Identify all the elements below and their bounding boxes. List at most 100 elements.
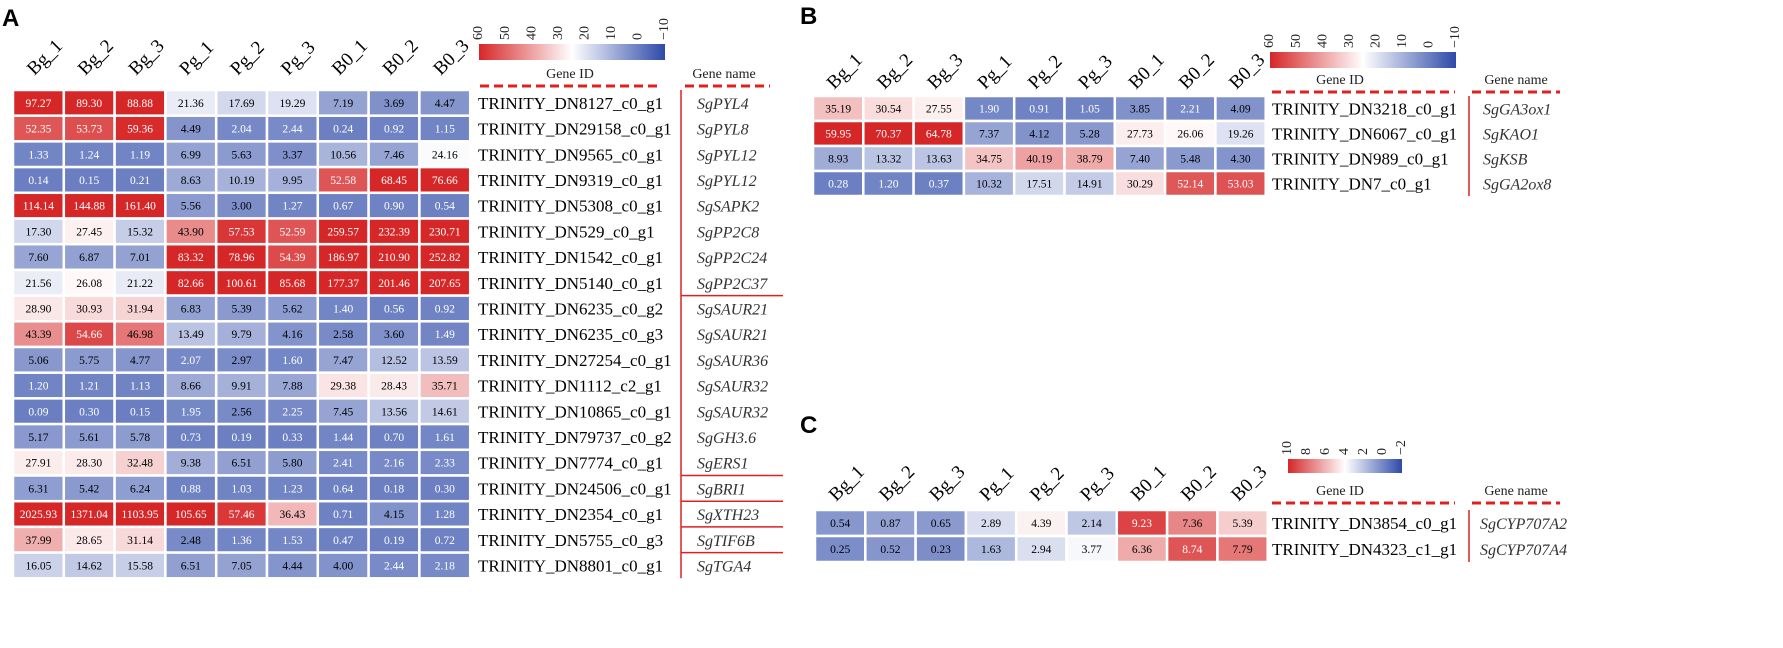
legend-tick: 20 (578, 26, 593, 40)
heatmap-cell (1063, 144, 1117, 173)
cell-value: 1.53 (282, 535, 302, 547)
column-label: Pg_3 (1076, 463, 1118, 505)
heatmap-cell (418, 320, 472, 349)
cell-value: 34.75 (976, 154, 1002, 166)
cell-value: 8.74 (1182, 544, 1202, 556)
cell-value: 4.44 (282, 560, 302, 572)
cell-value: 19.26 (1228, 129, 1254, 141)
cell-value: 1.24 (79, 149, 99, 161)
cell-value: 7.19 (333, 98, 353, 110)
column-label: Pg_1 (976, 463, 1018, 505)
gene-name: SgSAUR21 (697, 327, 768, 344)
cell-value: 5.42 (79, 483, 99, 495)
cell-value: 13.63 (926, 154, 952, 166)
cell-value: 2.16 (384, 458, 404, 470)
cell-value: 43.90 (178, 226, 204, 238)
cell-value: 14.62 (76, 560, 102, 572)
cell-value: 35.71 (432, 381, 458, 393)
heatmap-cell (912, 169, 966, 198)
cell-value: 0.15 (79, 175, 99, 187)
cell-value: 0.56 (384, 303, 404, 315)
heatmap-cell (962, 144, 1016, 173)
cell-value: 0.70 (384, 432, 404, 444)
gene-name: SgCYP707A4 (1480, 542, 1567, 559)
legend-tick: 10 (1280, 441, 1295, 455)
cell-value: 3.77 (1082, 544, 1102, 556)
heatmap-cell (265, 551, 320, 580)
cell-value: 43.39 (25, 329, 51, 341)
panel-a: Bg_1 Bg_2 Bg_3 Pg_1 Pg_2 Pg_3 B0_1 B0_2 B0_3 97.2… (11, 18, 783, 580)
cell-value: 1.20 (28, 381, 48, 393)
heatmap-cell (418, 165, 472, 195)
cell-value: 6.99 (181, 149, 201, 161)
column-label: Bg_3 (125, 36, 169, 80)
cell-value: 201.46 (378, 278, 410, 290)
heatmap-cell (367, 320, 421, 349)
cell-value: 27.73 (1127, 129, 1153, 141)
cell-value: 0.21 (130, 175, 150, 187)
cell-value: 2.07 (181, 355, 201, 367)
cell-value: 2.04 (232, 124, 252, 136)
cell-value: 35.19 (825, 104, 851, 116)
heatmap-cell (418, 551, 472, 580)
gene-name: SgCYP707A2 (1480, 516, 1567, 533)
cell-value: 5.28 (1080, 129, 1100, 141)
heatmap-cell (1216, 534, 1269, 564)
gene-id: TRINITY_DN29158_c0_g1 (478, 120, 672, 139)
cell-value: 1.40 (333, 303, 353, 315)
cell-value: 5.39 (1232, 518, 1252, 530)
heatmap-cell (1113, 169, 1167, 198)
cell-value: 4.15 (384, 509, 404, 521)
gene-id: TRINITY_DN1542_c0_g1 (478, 248, 663, 267)
gene-name: SgPYL8 (697, 122, 749, 139)
column-label: Pg_2 (1026, 463, 1068, 505)
cell-value: 17.30 (25, 226, 51, 238)
heatmap-cell (418, 294, 472, 323)
cell-value: 144.88 (73, 201, 105, 213)
heatmap-cell (164, 371, 218, 400)
heatmap-cell (1214, 169, 1267, 198)
cell-value: 5.80 (282, 458, 302, 470)
cell-value: 9.23 (1132, 518, 1152, 530)
cell-value: 14.91 (1077, 179, 1103, 191)
cell-value: 2.97 (232, 355, 252, 367)
panel-label-b: B (800, 3, 817, 30)
cell-value: 1.95 (181, 406, 201, 418)
column-label: Bg_3 (923, 50, 967, 94)
column-label: Bg_1 (823, 50, 867, 94)
heatmap-cell (214, 140, 269, 169)
heatmap-cell (214, 422, 269, 452)
cell-value: 1371.04 (71, 509, 109, 521)
column-label: Pg_2 (1024, 51, 1066, 93)
heatmap-cell (214, 499, 269, 529)
heatmap-cell (962, 94, 1016, 123)
gene-id: TRINITY_DN79737_c0_g2 (478, 428, 672, 447)
cell-value: 4.77 (130, 355, 150, 367)
cell-value: 0.37 (929, 179, 949, 191)
cell-value: 31.94 (127, 303, 153, 315)
cell-value: 10.19 (229, 175, 255, 187)
cell-value: 7.36 (1182, 518, 1202, 530)
heatmap-cell (113, 422, 167, 452)
cell-value: 3.37 (282, 149, 302, 161)
heatmap-cell (11, 551, 66, 580)
cell-value: 3.60 (384, 329, 404, 341)
gene-name: SgSAPK2 (697, 199, 759, 216)
cell-value: 9.95 (282, 175, 302, 187)
cell-value: 29.38 (330, 381, 356, 393)
cell-value: 26.06 (1177, 129, 1203, 141)
cell-value: 17.51 (1026, 179, 1052, 191)
heatmap-cell (864, 508, 917, 538)
cell-value: 0.91 (1029, 104, 1049, 116)
cell-value: 5.75 (79, 355, 99, 367)
legend-tick: 2 (1356, 448, 1371, 455)
cell-value: 53.73 (76, 124, 102, 136)
cell-value: 1.44 (333, 432, 353, 444)
cell-value: 0.15 (130, 406, 150, 418)
column-label: Bg_1 (23, 36, 67, 80)
column-label: B0_2 (1177, 462, 1221, 506)
cell-value: 0.23 (931, 544, 951, 556)
cell-value: 31.14 (127, 535, 153, 547)
cell-value: 7.05 (232, 560, 252, 572)
cell-value: 232.39 (378, 226, 410, 238)
